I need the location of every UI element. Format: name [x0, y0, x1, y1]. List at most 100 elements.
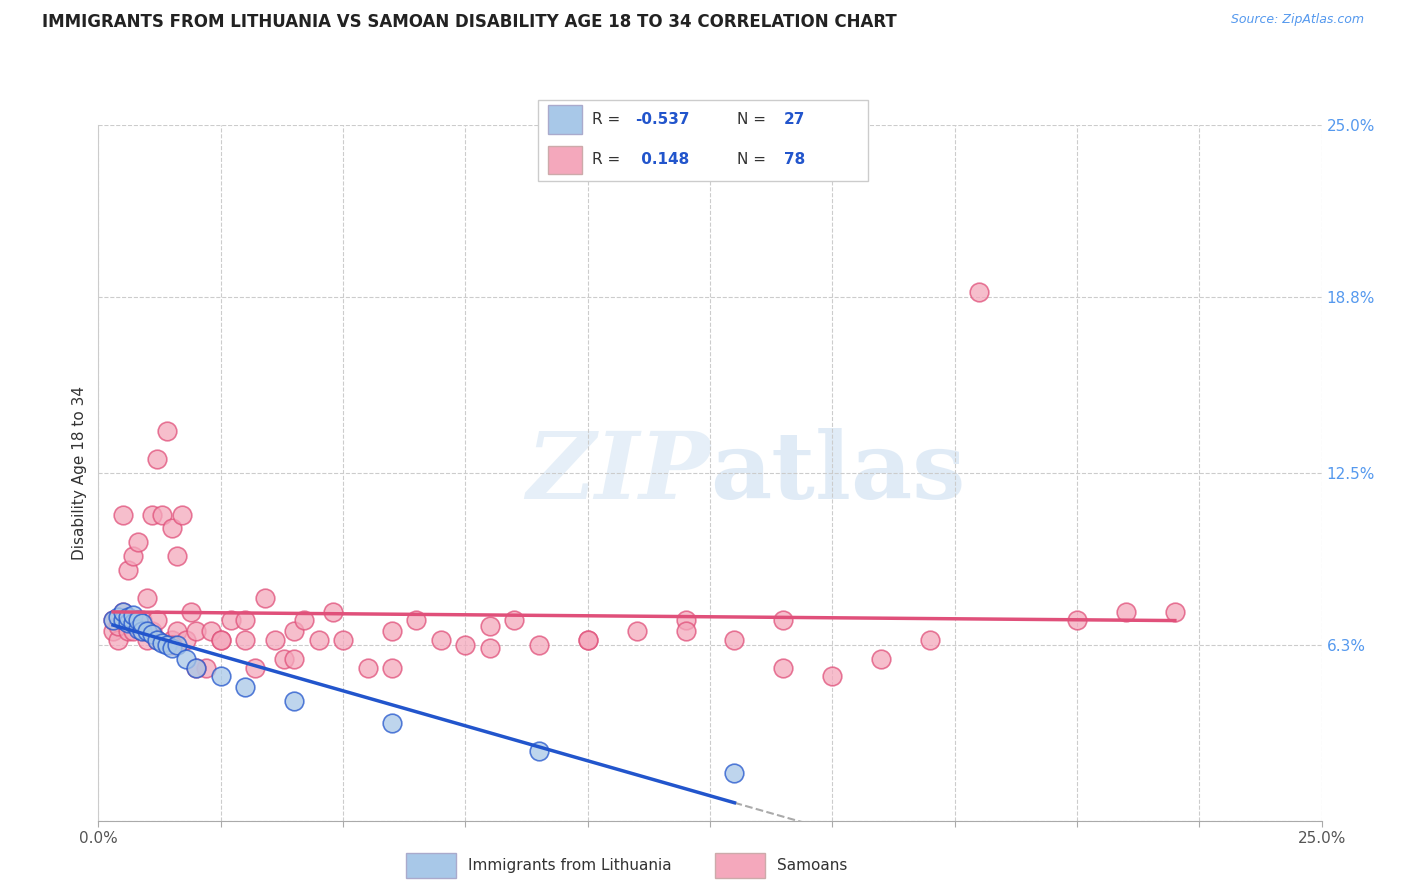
Text: IMMIGRANTS FROM LITHUANIA VS SAMOAN DISABILITY AGE 18 TO 34 CORRELATION CHART: IMMIGRANTS FROM LITHUANIA VS SAMOAN DISA… [42, 13, 897, 31]
Point [263, 632, 285, 647]
Text: R =: R = [592, 112, 624, 127]
Text: ZIP: ZIP [526, 428, 710, 517]
Point [405, 613, 427, 627]
Point [117, 610, 139, 624]
Point [576, 632, 599, 647]
Text: Immigrants from Lithuania: Immigrants from Lithuania [468, 858, 672, 872]
Point [117, 624, 139, 639]
FancyBboxPatch shape [537, 100, 869, 181]
Point [111, 613, 134, 627]
Point [283, 652, 305, 666]
Point [1164, 605, 1187, 619]
Point [381, 660, 404, 674]
Point [503, 613, 526, 627]
Point [121, 613, 143, 627]
Point [209, 669, 232, 683]
Point [356, 660, 378, 674]
Point [107, 610, 129, 624]
Point [146, 632, 169, 647]
Point [381, 624, 404, 639]
Point [576, 632, 599, 647]
Point [170, 508, 193, 522]
Point [131, 613, 153, 627]
Point [117, 615, 139, 630]
Point [675, 613, 697, 627]
Point [322, 605, 344, 619]
Point [111, 605, 134, 619]
Point [141, 624, 163, 639]
Text: N =: N = [737, 112, 770, 127]
Point [160, 521, 183, 535]
Point [186, 660, 208, 674]
Point [166, 638, 188, 652]
Point [117, 563, 139, 577]
Text: 0.148: 0.148 [636, 153, 689, 168]
Point [131, 624, 153, 639]
Point [121, 615, 143, 630]
Point [233, 632, 256, 647]
Text: Samoans: Samoans [778, 858, 848, 872]
Text: R =: R = [592, 153, 624, 168]
Text: 78: 78 [785, 153, 806, 168]
Point [195, 660, 218, 674]
FancyBboxPatch shape [406, 853, 456, 878]
Point [1115, 605, 1137, 619]
Point [166, 624, 188, 639]
Point [160, 638, 183, 652]
Point [253, 591, 276, 605]
Y-axis label: Disability Age 18 to 34: Disability Age 18 to 34 [72, 385, 87, 560]
Point [141, 508, 163, 522]
Text: atlas: atlas [710, 428, 966, 517]
Point [131, 615, 153, 630]
Point [101, 613, 124, 627]
Point [111, 508, 134, 522]
Point [626, 624, 648, 639]
Point [107, 632, 129, 647]
Point [723, 632, 745, 647]
Point [821, 669, 844, 683]
Point [675, 624, 697, 639]
Point [967, 285, 990, 299]
Point [146, 613, 169, 627]
Text: -0.537: -0.537 [636, 112, 690, 127]
Point [209, 632, 232, 647]
Point [176, 652, 198, 666]
Point [127, 535, 149, 549]
Point [772, 660, 794, 674]
Point [292, 613, 315, 627]
Point [772, 613, 794, 627]
Point [136, 624, 159, 639]
Point [308, 632, 330, 647]
Point [101, 624, 124, 639]
Point [527, 744, 550, 758]
Point [141, 627, 163, 641]
Point [121, 549, 143, 564]
Point [454, 638, 477, 652]
Point [107, 619, 129, 633]
Point [186, 624, 208, 639]
FancyBboxPatch shape [548, 145, 582, 175]
Text: Source: ZipAtlas.com: Source: ZipAtlas.com [1230, 13, 1364, 27]
Point [176, 632, 198, 647]
Point [219, 613, 242, 627]
Point [478, 641, 501, 656]
Point [166, 549, 188, 564]
Point [430, 632, 453, 647]
Point [136, 624, 159, 639]
Point [146, 632, 169, 647]
Point [101, 613, 124, 627]
Point [160, 641, 183, 656]
Point [1066, 613, 1088, 627]
Point [127, 619, 149, 633]
Point [156, 638, 179, 652]
Point [186, 660, 208, 674]
Point [121, 624, 143, 639]
Point [136, 632, 159, 647]
Point [920, 632, 942, 647]
Point [527, 638, 550, 652]
Point [131, 624, 153, 639]
Point [180, 605, 202, 619]
Point [209, 632, 232, 647]
Text: 27: 27 [785, 112, 806, 127]
Point [381, 716, 404, 731]
